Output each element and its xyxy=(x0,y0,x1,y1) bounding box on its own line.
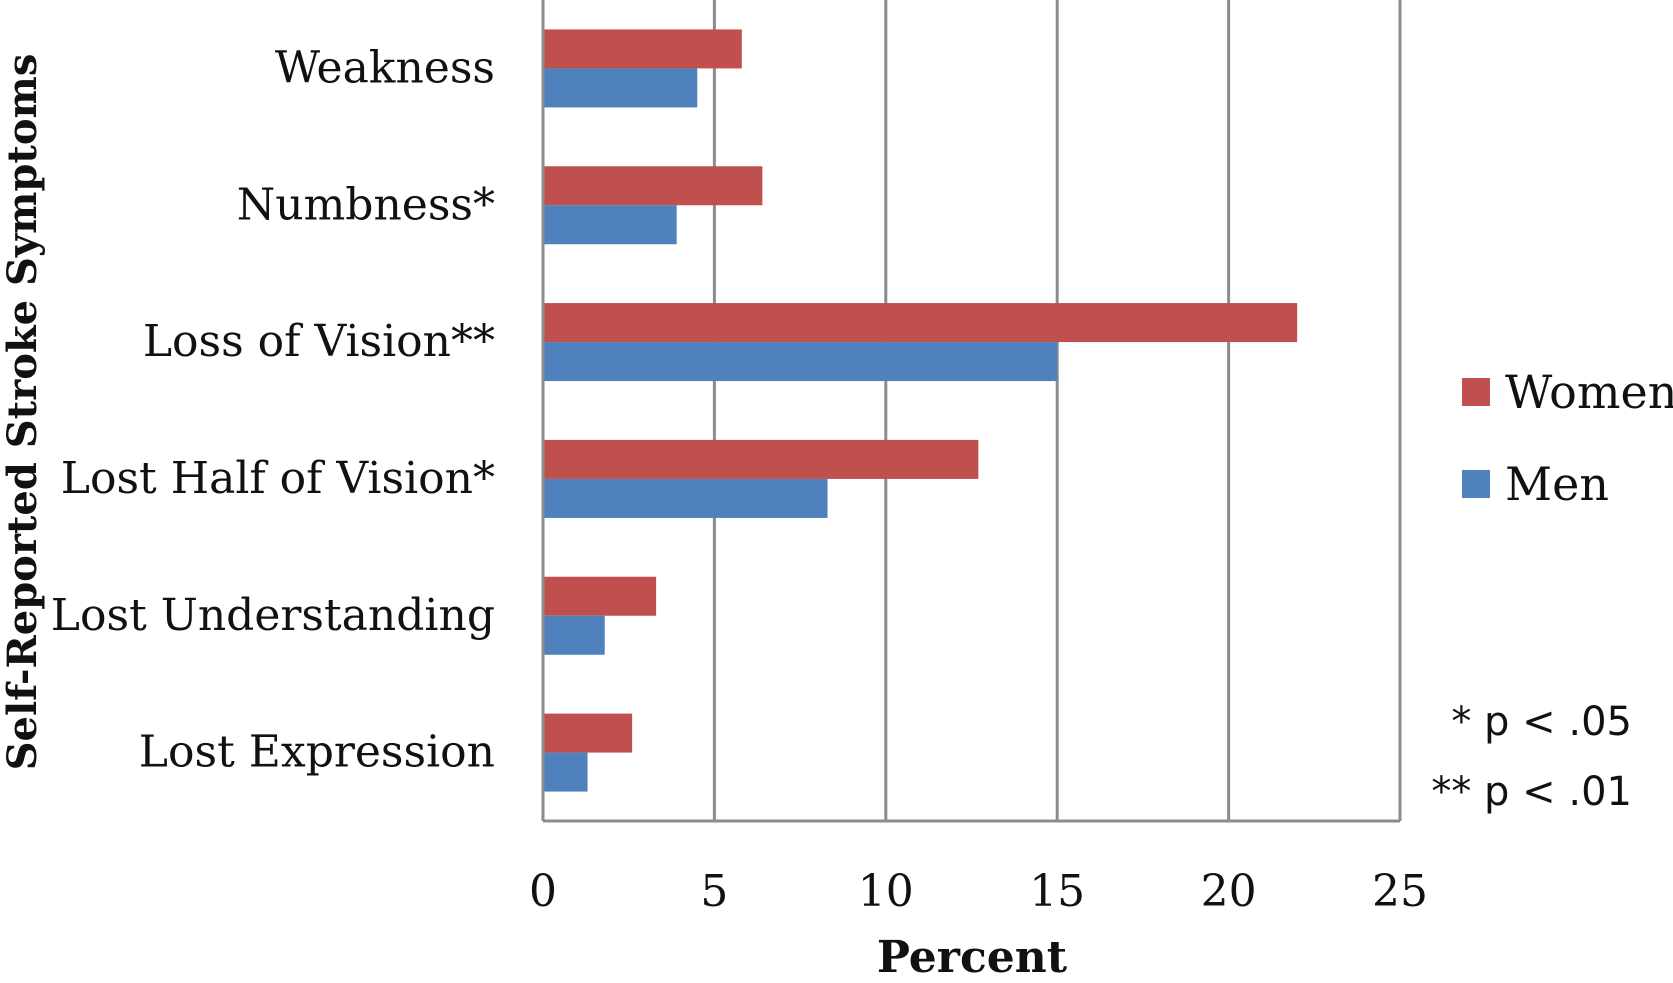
note-p01: ** p < .01 xyxy=(1431,769,1632,815)
x-tick-label: 0 xyxy=(529,866,557,917)
x-tick-label: 20 xyxy=(1201,866,1257,917)
legend-swatch-women xyxy=(1462,378,1490,406)
x-tick-label: 15 xyxy=(1029,866,1085,917)
legend-label-men: Men xyxy=(1505,457,1609,511)
bar-men-5 xyxy=(543,752,588,792)
labels: 0 5 10 15 20 25 Weakness Numbness* Loss of Visio… xyxy=(51,42,1428,917)
axes xyxy=(541,0,1400,823)
bar-women-1 xyxy=(543,166,763,206)
bar-women-4 xyxy=(543,576,657,616)
bar-women-0 xyxy=(543,29,742,69)
x-axis-title: Percent xyxy=(877,932,1068,978)
category-label: Loss of Vision** xyxy=(143,316,495,367)
category-label: Weakness xyxy=(275,42,495,93)
x-tick-label: 25 xyxy=(1372,866,1428,917)
category-label: Lost Half of Vision* xyxy=(61,453,495,504)
y-axis-title: Self-Reported Stroke Symptoms xyxy=(0,54,46,771)
x-tick-label: 10 xyxy=(858,866,914,917)
bar-men-0 xyxy=(543,68,698,108)
legend-label-women: Women xyxy=(1505,365,1673,419)
category-label: Lost Expression xyxy=(139,727,495,778)
bar-men-3 xyxy=(543,478,828,518)
bar-women-5 xyxy=(543,713,633,753)
bars xyxy=(543,29,1298,792)
x-tick-label: 5 xyxy=(700,866,728,917)
bar-men-1 xyxy=(543,205,677,245)
significance-notes: * p < .05 ** p < .01 xyxy=(1431,699,1632,815)
bar-men-4 xyxy=(543,615,605,655)
bar-women-2 xyxy=(543,303,1298,343)
bar-men-2 xyxy=(543,342,1058,382)
grid-lines xyxy=(541,0,1402,821)
category-label: Numbness* xyxy=(237,179,495,230)
note-p05: * p < .05 xyxy=(1451,699,1632,745)
bar-women-3 xyxy=(543,439,979,479)
legend: Women Men xyxy=(1462,365,1673,511)
legend-swatch-men xyxy=(1462,470,1490,498)
category-label: Lost Understanding xyxy=(51,590,495,641)
